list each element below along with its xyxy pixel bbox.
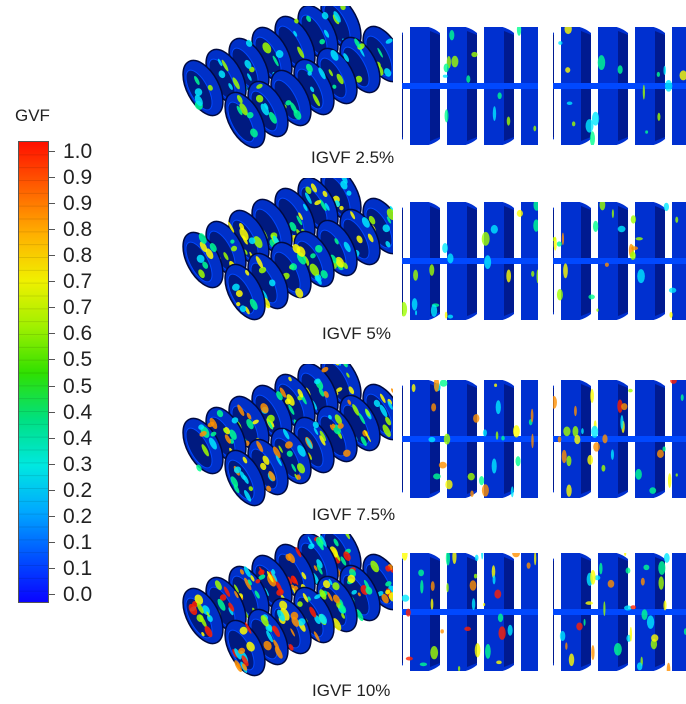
colorbar-tick-label: 0.1 xyxy=(63,556,93,580)
colorbar-tick-mark xyxy=(49,385,55,387)
colorbar-tick-label: 0.4 xyxy=(63,426,93,450)
screw-section-view-right xyxy=(524,199,686,325)
colorbar-tick-mark xyxy=(49,567,55,569)
colorbar-tick-label: 0.8 xyxy=(63,244,93,268)
colorbar-tick-label: 0.6 xyxy=(63,322,93,346)
legend-title: GVF xyxy=(15,106,50,125)
colorbar-tick-label: 1.0 xyxy=(63,140,93,163)
colorbar-tick-label: 0.5 xyxy=(63,348,93,372)
isometric-screw-view xyxy=(168,165,404,333)
colorbar-tick-mark xyxy=(49,333,55,335)
isometric-screw-graphic xyxy=(182,165,404,321)
colorbar-tick-label: 0.7 xyxy=(63,296,93,320)
isometric-screw-view xyxy=(168,351,404,519)
colorbar-tick-label: 0.7 xyxy=(63,270,93,294)
colorbar-gradient xyxy=(19,142,48,602)
colorbar-tick-label: 0.2 xyxy=(63,478,93,502)
colorbar-tick-label: 0.5 xyxy=(63,374,93,398)
colorbar-tick-label: 0.4 xyxy=(63,400,93,424)
screw-section-graphic xyxy=(373,376,588,500)
screw-section-view-left xyxy=(373,23,588,150)
screw-section-graphic xyxy=(524,199,686,322)
colorbar-tick-label: 0.3 xyxy=(63,452,93,476)
colorbar xyxy=(18,141,49,603)
isometric-screw-graphic xyxy=(182,521,404,677)
colorbar-tick-mark xyxy=(49,203,55,205)
screw-section-graphic xyxy=(524,377,686,500)
colorbar-tick-mark xyxy=(49,463,55,465)
colorbar-tick-label: 0.9 xyxy=(63,166,93,190)
colorbar-tick-mark xyxy=(49,255,55,257)
screw-section-graphic xyxy=(373,23,588,147)
isometric-screw-graphic xyxy=(182,351,404,507)
colorbar-tick-label: 0.1 xyxy=(63,530,93,554)
colorbar-tick-label: 0.2 xyxy=(63,504,93,528)
colorbar-tick-mark xyxy=(49,437,55,439)
colorbar-tick-mark xyxy=(49,489,55,491)
case-label: IGVF 10% xyxy=(312,681,391,700)
screw-section-view-left xyxy=(373,376,588,503)
colorbar-tick-mark xyxy=(49,515,55,517)
colorbar-tick-label: 0.9 xyxy=(63,192,93,216)
screw-section-graphic xyxy=(373,547,588,673)
isometric-screw-view xyxy=(168,521,404,689)
screw-section-view-right xyxy=(524,377,686,503)
screw-section-graphic xyxy=(524,550,686,676)
colorbar-tick-mark xyxy=(49,307,55,309)
screw-section-view-left xyxy=(373,199,588,325)
isometric-screw-view xyxy=(168,0,404,161)
colorbar-tick-mark xyxy=(49,151,55,152)
colorbar-tick-mark xyxy=(49,229,55,231)
screw-section-view-left xyxy=(373,547,588,676)
colorbar-tick-mark xyxy=(49,411,55,413)
colorbar-tick-mark xyxy=(49,541,55,543)
isometric-screw-graphic xyxy=(182,0,404,149)
screw-section-graphic xyxy=(373,199,588,322)
case-label: IGVF 2.5% xyxy=(311,148,395,167)
screw-section-view-right xyxy=(524,23,686,150)
screw-section-view-right xyxy=(524,550,686,676)
colorbar-tick-label: 0.8 xyxy=(63,218,93,242)
case-label: IGVF 5% xyxy=(322,324,391,343)
case-label: IGVF 7.5% xyxy=(312,505,396,524)
colorbar-tick-mark xyxy=(49,177,55,179)
colorbar-tick-label: 0.0 xyxy=(63,583,93,606)
colorbar-tick-mark xyxy=(49,281,55,283)
colorbar-tick-mark xyxy=(49,359,55,361)
screw-section-graphic xyxy=(524,23,686,147)
colorbar-tick-mark xyxy=(49,594,55,595)
